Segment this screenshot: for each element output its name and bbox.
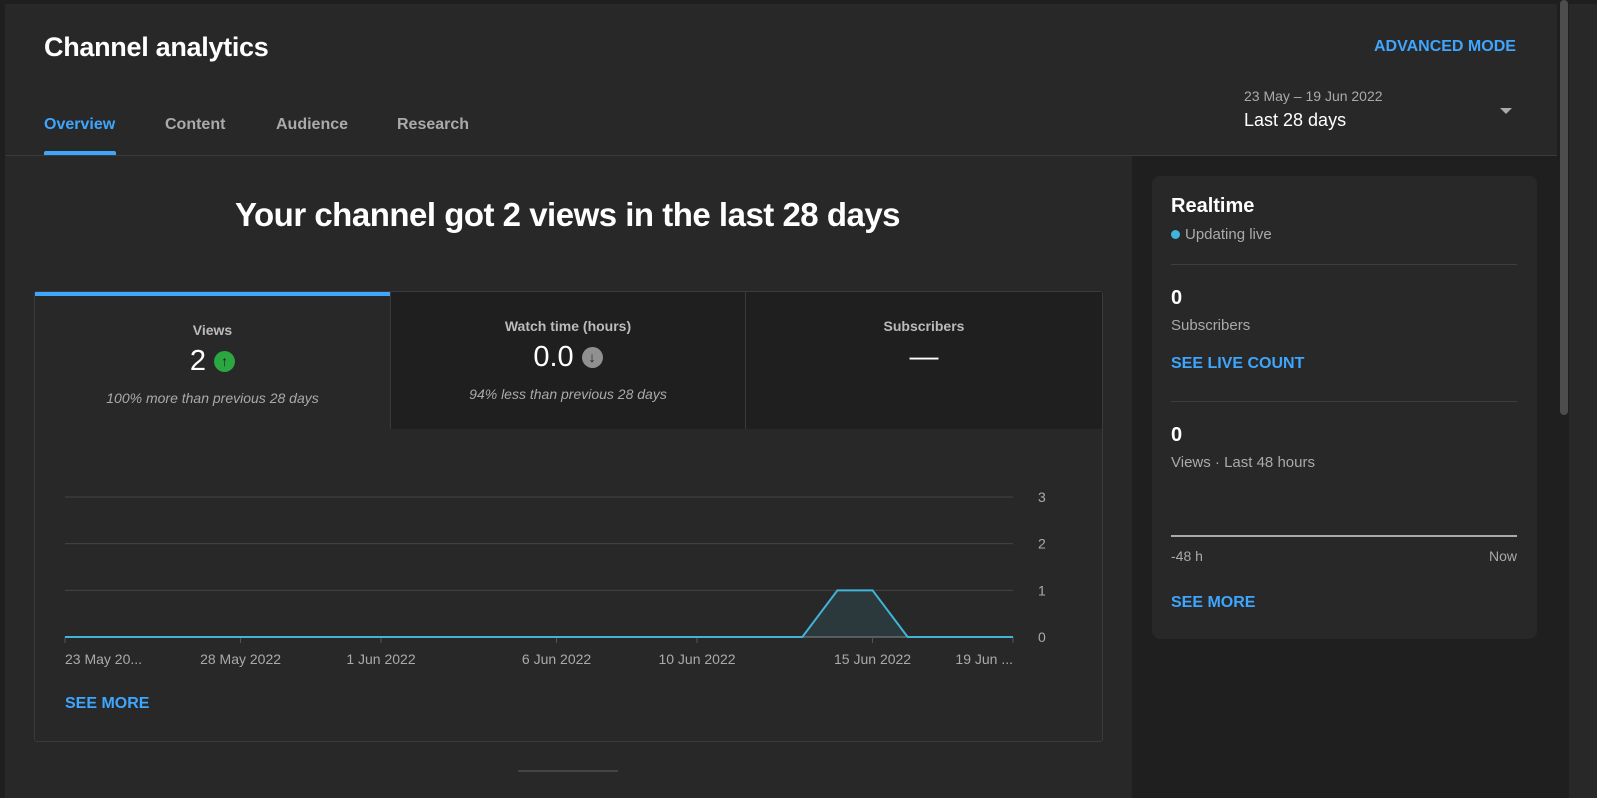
x-tick-label: 1 Jun 2022: [346, 651, 415, 667]
metric-value: 2: [189, 344, 207, 377]
series-area: [65, 590, 1013, 637]
subscriber-count: 0: [1171, 287, 1183, 309]
divider: [1171, 401, 1517, 402]
see-more-link[interactable]: SEE MORE: [1171, 594, 1256, 611]
y-tick-label: 2: [1038, 536, 1046, 552]
metric-label: Watch time (hours): [504, 318, 632, 334]
live-status: Updating live: [1185, 226, 1272, 243]
realtime-chart-baseline: [1171, 535, 1517, 537]
window-edge: [0, 0, 5, 798]
y-tick-label: 3: [1038, 489, 1046, 505]
date-preset-select[interactable]: Last 28 days: [1244, 110, 1347, 130]
metric-tab-watch-time[interactable]: Watch time (hours) 0.0 ↓ 94% less than pr…: [390, 292, 745, 429]
x-tick-label: 6 Jun 2022: [522, 651, 591, 667]
live-dot-icon: [1171, 230, 1180, 239]
x-tick-label: 15 Jun 2022: [834, 651, 911, 667]
metric-comparison: 100% more than previous 28 days: [106, 390, 319, 406]
divider: [1171, 264, 1517, 265]
metric-tab-subscribers[interactable]: Subscribers —: [745, 292, 1102, 429]
arrow-up-icon: ↑: [214, 350, 236, 372]
series-line: [65, 589, 1013, 638]
headline: Your channel got 2 views in the last 28 …: [234, 196, 901, 233]
axis-end: Now: [1488, 548, 1517, 564]
tab-audience[interactable]: Audience: [276, 116, 349, 133]
tab-overview[interactable]: Overview: [44, 116, 116, 133]
dropdown-caret-icon[interactable]: [1500, 108, 1512, 114]
y-tick-label: 1: [1038, 582, 1046, 598]
see-live-count-link[interactable]: SEE LIVE COUNT: [1171, 355, 1305, 372]
x-tick-label: 23 May 20...: [65, 651, 142, 667]
views-chart: 0 1 2 3 23 May 20... 28 May 2022 1 Jun 2022 6 J…: [64, 489, 1046, 667]
scrollbar-thumb[interactable]: [1560, 0, 1568, 415]
views-label: Views · Last 48 hours: [1171, 454, 1315, 471]
axis-start: -48 h: [1171, 548, 1203, 564]
date-range[interactable]: 23 May – 19 Jun 2022: [1244, 88, 1383, 104]
metric-value: —: [909, 340, 939, 373]
header-divider: [5, 155, 1557, 156]
x-tick-label: 19 Jun ...: [955, 651, 1013, 667]
views-count: 0: [1171, 424, 1183, 446]
see-more-link[interactable]: SEE MORE: [65, 695, 150, 712]
realtime-title: Realtime: [1171, 195, 1255, 217]
divider: [518, 770, 618, 772]
metric-comparison: 94% less than previous 28 days: [469, 386, 667, 402]
subscriber-label: Subscribers: [1171, 317, 1251, 334]
tab-content[interactable]: Content: [165, 116, 226, 133]
metric-label: Subscribers: [883, 318, 965, 334]
metric-tab-views[interactable]: Views 2 ↑ 100% more than previous 28 days: [35, 292, 390, 429]
realtime-card: Realtime Updating live 0 Subscribers SEE…: [1152, 176, 1537, 639]
metric-value: 0.0: [533, 340, 574, 373]
overview-card: [34, 291, 1103, 742]
metric-label: Views: [192, 322, 233, 338]
x-tick-label: 10 Jun 2022: [658, 651, 735, 667]
x-tick-label: 28 May 2022: [200, 651, 281, 667]
y-tick-label: 0: [1038, 629, 1046, 645]
arrow-down-icon: ↓: [581, 346, 603, 368]
window-edge: [0, 0, 1597, 4]
tab-research[interactable]: Research: [397, 116, 470, 133]
advanced-mode-button[interactable]: ADVANCED MODE: [1374, 38, 1516, 55]
page-title: Channel analytics: [44, 32, 269, 62]
active-tab-indicator: [44, 151, 116, 155]
